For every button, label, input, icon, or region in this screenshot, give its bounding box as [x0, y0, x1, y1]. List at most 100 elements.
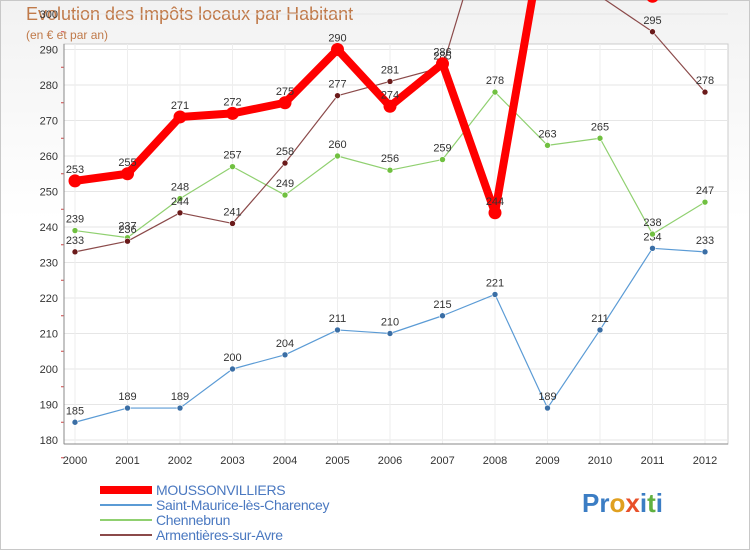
data-point — [334, 92, 341, 99]
x-tick-label: 2005 — [325, 455, 349, 467]
y-tick-label: 250 — [40, 187, 58, 199]
x-tick-label: 2003 — [220, 455, 244, 467]
logo-letter: t — [647, 488, 656, 518]
data-point — [701, 198, 709, 206]
legend-label: Armentières-sur-Avre — [156, 526, 283, 543]
data-point — [173, 110, 187, 124]
x-tick-label: 2012 — [693, 455, 717, 467]
data-label: 200 — [223, 352, 241, 364]
data-label: 244 — [171, 196, 189, 208]
data-point — [71, 227, 79, 234]
logo-letter: P — [582, 488, 600, 518]
data-point — [176, 209, 184, 217]
data-point — [121, 167, 134, 181]
data-label: 275 — [276, 86, 294, 98]
data-point — [386, 78, 394, 85]
data-label: 277 — [328, 79, 346, 91]
data-label: 286 — [433, 47, 451, 59]
x-tick-label: 2002 — [168, 455, 192, 467]
data-point — [491, 88, 499, 96]
y-tick-label: 200 — [40, 364, 58, 376]
data-label: 189 — [118, 391, 136, 403]
legend-label: Chennebrun — [156, 511, 231, 528]
data-point — [386, 330, 394, 337]
data-point — [281, 191, 289, 199]
y-tick-label: 210 — [40, 329, 58, 341]
y-tick-label: 270 — [40, 116, 58, 128]
y-tick-label: 230 — [40, 258, 58, 270]
logo-letter: i — [639, 488, 648, 518]
data-point — [488, 206, 502, 220]
data-label: 244 — [486, 196, 504, 208]
logo-letter: x — [625, 488, 640, 518]
data-label: 233 — [696, 235, 714, 247]
proxiti-logo: Proxiti — [582, 488, 663, 519]
data-label: 210 — [381, 317, 399, 329]
y-tick-label: 290 — [40, 45, 58, 57]
x-tick-label: 2004 — [273, 455, 297, 467]
y-tick-label: 180 — [40, 435, 58, 447]
data-point — [596, 326, 604, 334]
data-label: 263 — [538, 128, 556, 140]
x-tick-label: 2000 — [63, 455, 87, 467]
data-label: 211 — [329, 313, 347, 325]
data-label: 253 — [66, 164, 84, 176]
data-point — [124, 237, 131, 245]
data-point — [229, 163, 236, 170]
logo-letter: o — [609, 488, 626, 518]
y-tick-label: 190 — [40, 400, 58, 412]
x-tick-label: 2011 — [641, 455, 665, 467]
y-tick-label: 260 — [40, 151, 58, 163]
data-label: 189 — [538, 391, 556, 403]
legend-label: MOUSSONVILLIERS — [156, 481, 286, 498]
y-tick-label: 300 — [40, 9, 58, 21]
chart-subtitle: (en € et par an) — [26, 28, 109, 42]
data-label: 260 — [328, 139, 346, 151]
legend-label: Saint-Maurice-lès-Charencey — [156, 496, 330, 513]
data-label: 257 — [223, 150, 241, 162]
data-point — [383, 99, 397, 113]
data-point — [124, 404, 131, 412]
data-point — [439, 156, 446, 163]
data-label: 211 — [591, 313, 609, 325]
data-point — [229, 220, 236, 227]
data-point — [331, 43, 344, 56]
data-point — [229, 365, 236, 373]
data-label: 237 — [118, 221, 136, 233]
data-label: 221 — [486, 277, 504, 289]
y-tick-label: 280 — [40, 80, 58, 92]
data-point — [649, 28, 656, 36]
data-point — [439, 312, 446, 320]
legend-item-armentieres: Armentières-sur-Avre — [100, 526, 329, 543]
data-point — [544, 404, 551, 412]
x-tick-label: 2001 — [115, 455, 139, 467]
data-label: 248 — [171, 182, 189, 194]
data-label: 238 — [643, 217, 661, 229]
data-point — [701, 88, 709, 96]
x-tick-label: 2006 — [378, 455, 402, 467]
legend: MOUSSONVILLIERS Saint-Maurice-lès-Charen… — [100, 481, 330, 543]
x-tick-label: 2010 — [588, 455, 612, 467]
data-point — [176, 404, 184, 412]
data-label: 272 — [223, 96, 241, 108]
data-point — [71, 418, 79, 426]
logo-letter: r — [599, 488, 610, 518]
data-point — [281, 351, 289, 359]
data-label: 274 — [381, 89, 399, 101]
legend-swatch — [100, 518, 152, 521]
data-label: 255 — [118, 157, 136, 169]
legend-item-saint-maurice: Saint-Maurice-lès-Charencey — [100, 496, 330, 513]
data-label: 236 — [118, 224, 136, 236]
y-tick-label: 220 — [40, 293, 58, 305]
data-label: 185 — [66, 405, 84, 417]
data-label: 249 — [276, 178, 294, 190]
data-point — [701, 248, 709, 256]
data-point — [226, 106, 239, 120]
data-point — [334, 326, 341, 334]
data-point — [491, 291, 499, 298]
data-label: 265 — [591, 121, 609, 133]
legend-item-moussonvilliers: MOUSSONVILLIERS — [100, 481, 329, 498]
data-label: 241 — [223, 206, 241, 218]
data-point — [71, 248, 79, 256]
x-tick-label: 2007 — [430, 455, 454, 467]
